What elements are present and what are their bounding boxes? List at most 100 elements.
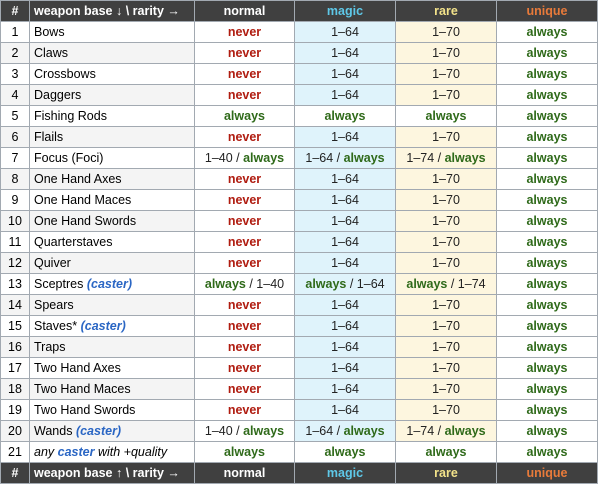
value-range: / 1–40 <box>245 277 285 291</box>
cell-normal: 1–40 / always <box>194 147 295 169</box>
cell-magic: 1–64 <box>294 126 396 148</box>
weapon-base-name: Two Hand Axes <box>29 357 195 379</box>
weapon-base-name: Daggers <box>29 84 195 106</box>
cell-normal: always / 1–40 <box>194 273 295 295</box>
value-always: always <box>343 151 385 165</box>
value-range: / 1–64 <box>346 277 385 291</box>
caster-tag: (caster) <box>86 277 132 291</box>
value-range: 1–74 / <box>406 424 445 438</box>
value-always: always <box>526 235 568 249</box>
cell-normal: never <box>194 252 295 274</box>
value-range: 1–70 <box>432 88 460 102</box>
weapon-base-name: Quiver <box>29 252 195 274</box>
value-always: always <box>526 88 568 102</box>
value-range: / 1–74 <box>447 277 486 291</box>
weapon-base-text: Staves* <box>34 319 78 333</box>
caster-tag: caster <box>57 445 95 459</box>
value-never: never <box>227 361 262 375</box>
weapon-base-name: Two Hand Maces <box>29 378 195 400</box>
row-number: 5 <box>0 105 30 127</box>
value-never: never <box>227 130 262 144</box>
value-always: always <box>526 277 568 291</box>
weapon-base-name: Claws <box>29 42 195 64</box>
cell-unique: always <box>496 189 598 211</box>
table-row: 5 Fishing Rods always always always always <box>0 105 598 127</box>
value-never: never <box>227 235 262 249</box>
table-row: 16 Traps never 1–64 1–70 always <box>0 336 598 358</box>
cell-magic: 1–64 / always <box>294 420 396 442</box>
weapon-base-text: Traps <box>34 340 66 354</box>
value-always: always <box>243 424 285 438</box>
value-always: always <box>526 382 568 396</box>
cell-unique: always <box>496 210 598 232</box>
cell-rare: 1–70 <box>395 63 497 85</box>
header-rare: rare <box>395 0 497 22</box>
value-never: never <box>227 46 262 60</box>
cell-rare: 1–70 <box>395 336 497 358</box>
weapon-base-name: Traps <box>29 336 195 358</box>
value-range: 1–70 <box>432 319 460 333</box>
value-range: 1–64 / <box>305 424 344 438</box>
row-number: 4 <box>0 84 30 106</box>
cell-magic: 1–64 / always <box>294 147 396 169</box>
row-number: 20 <box>0 420 30 442</box>
value-never: never <box>227 25 262 39</box>
row-number: 6 <box>0 126 30 148</box>
cell-magic: 1–64 <box>294 210 396 232</box>
weapon-base-text: Two Hand Maces <box>34 382 131 396</box>
header-number: # <box>0 0 30 22</box>
value-range: 1–70 <box>432 256 460 270</box>
row-number: 10 <box>0 210 30 232</box>
weapon-base-name: Focus (Foci) <box>29 147 195 169</box>
table-row: 12 Quiver never 1–64 1–70 always <box>0 252 598 274</box>
value-always: always <box>305 277 347 291</box>
row-number: 19 <box>0 399 30 421</box>
cell-magic: 1–64 <box>294 84 396 106</box>
value-range: 1–70 <box>432 172 460 186</box>
value-range: 1–64 <box>331 214 359 228</box>
cell-unique: always <box>496 42 598 64</box>
value-range: 1–64 <box>331 361 359 375</box>
table-body: 1 Bows never 1–64 1–70 always 2 Claws never 1–64 1… <box>0 21 598 463</box>
weapon-base-name: Two Hand Swords <box>29 399 195 421</box>
value-always: always <box>223 445 265 459</box>
table-header-row: # weapon base ↓ \ rarity → normal magic … <box>0 0 598 22</box>
cell-magic: 1–64 <box>294 399 396 421</box>
cell-rare: 1–70 <box>395 84 497 106</box>
table-row: 14 Spears never 1–64 1–70 always <box>0 294 598 316</box>
value-always: always <box>526 172 568 186</box>
weapon-base-text: Bows <box>34 25 65 39</box>
footer-unique: unique <box>496 462 598 484</box>
table-row: 17 Two Hand Axes never 1–64 1–70 always <box>0 357 598 379</box>
cell-unique: always <box>496 441 598 463</box>
cell-unique: always <box>496 252 598 274</box>
cell-normal: never <box>194 126 295 148</box>
cell-unique: always <box>496 294 598 316</box>
cell-rare: 1–70 <box>395 378 497 400</box>
footer-normal: normal <box>194 462 295 484</box>
cell-normal: never <box>194 378 295 400</box>
cell-magic: always <box>294 105 396 127</box>
cell-unique: always <box>496 378 598 400</box>
cell-normal: never <box>194 189 295 211</box>
value-always: always <box>526 151 568 165</box>
cell-unique: always <box>496 147 598 169</box>
weapon-base-name: Quarterstaves <box>29 231 195 253</box>
row-number: 16 <box>0 336 30 358</box>
value-always: always <box>526 298 568 312</box>
cell-normal: never <box>194 399 295 421</box>
value-never: never <box>227 382 262 396</box>
table-row: 11 Quarterstaves never 1–64 1–70 always <box>0 231 598 253</box>
weapon-base-name: Crossbows <box>29 63 195 85</box>
cell-normal: never <box>194 231 295 253</box>
cell-rare: always <box>395 441 497 463</box>
value-range: 1–40 / <box>204 151 244 165</box>
value-range: 1–70 <box>432 67 460 81</box>
value-always: always <box>526 67 568 81</box>
value-never: never <box>227 256 262 270</box>
value-always: always <box>526 109 568 123</box>
value-range: 1–70 <box>432 46 460 60</box>
cell-rare: 1–70 <box>395 357 497 379</box>
value-always: always <box>324 445 366 459</box>
cell-rare: 1–70 <box>395 315 497 337</box>
